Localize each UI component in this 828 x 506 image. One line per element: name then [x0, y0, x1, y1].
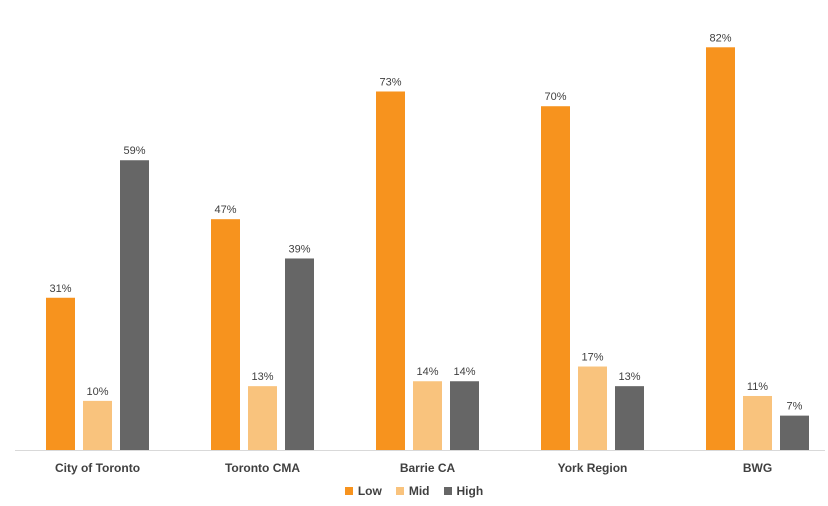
- data-label-low-0: 31%: [49, 283, 71, 295]
- data-label-mid-4: 11%: [747, 381, 768, 393]
- data-label-low-2: 73%: [379, 76, 401, 88]
- data-label-low-1: 47%: [214, 204, 236, 216]
- bar-mid-3: [578, 366, 607, 450]
- legend-item-high: High: [443, 484, 484, 498]
- bar-mid-2: [413, 381, 442, 450]
- data-label-mid-3: 17%: [581, 352, 603, 364]
- category-label-2: Barrie CA: [400, 461, 456, 475]
- bar-high-4: [780, 415, 809, 450]
- data-label-high-0: 59%: [123, 145, 145, 157]
- data-label-low-4: 82%: [709, 32, 731, 44]
- bar-high-0: [120, 160, 149, 450]
- bar-low-0: [46, 297, 75, 450]
- category-label-3: York Region: [558, 461, 628, 475]
- legend-label-mid: Mid: [408, 484, 430, 498]
- bar-high-3: [615, 386, 644, 450]
- legend-swatch-high: [443, 487, 452, 495]
- legend-item-mid: Mid: [395, 484, 430, 498]
- bar-mid-1: [248, 386, 277, 450]
- data-label-mid-1: 13%: [251, 371, 273, 383]
- bar-high-1: [285, 258, 314, 450]
- bar-low-2: [376, 91, 405, 450]
- legend-swatch-low: [344, 487, 353, 495]
- category-label-1: Toronto CMA: [225, 461, 300, 475]
- bar-low-3: [541, 106, 570, 450]
- data-label-high-2: 14%: [453, 366, 475, 378]
- bar-mid-4: [743, 395, 772, 450]
- data-label-low-3: 70%: [544, 91, 566, 103]
- chart-legend: Low Mid High: [0, 484, 828, 498]
- legend-label-low: Low: [357, 484, 382, 498]
- legend-swatch-mid: [395, 487, 404, 495]
- legend-item-low: Low: [344, 484, 382, 498]
- data-label-high-3: 13%: [618, 371, 640, 383]
- category-label-0: City of Toronto: [55, 461, 140, 475]
- bar-high-2: [450, 381, 479, 450]
- bar-low-1: [211, 219, 240, 450]
- data-label-high-1: 39%: [288, 243, 310, 255]
- data-label-high-4: 7%: [787, 401, 803, 413]
- bar-low-4: [706, 47, 735, 451]
- category-label-4: BWG: [743, 461, 772, 475]
- data-label-mid-0: 10%: [86, 386, 108, 398]
- legend-label-high: High: [456, 484, 484, 498]
- data-label-mid-2: 14%: [416, 366, 438, 378]
- bar-mid-0: [83, 400, 112, 450]
